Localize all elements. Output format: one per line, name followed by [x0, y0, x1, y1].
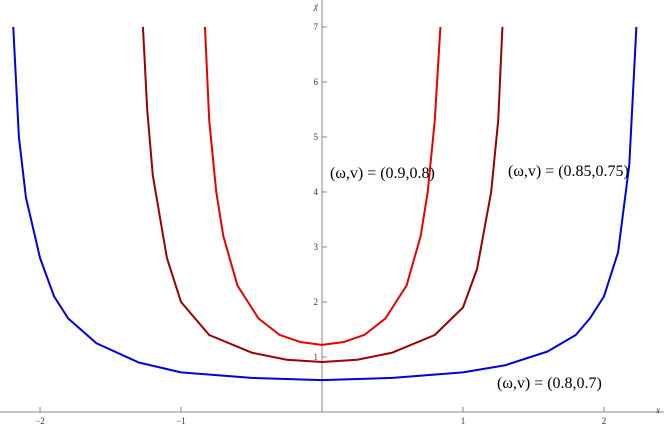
y-tick-label: 1 [313, 352, 318, 362]
annotation: (ω,v) = (0.9,0.8) [330, 165, 435, 182]
y-tick-label: 6 [313, 77, 318, 87]
x-tick-label: −2 [35, 416, 45, 426]
y-axis-label: χ [313, 1, 319, 11]
x-tick-label: 1 [461, 416, 466, 426]
x-axis-label: x [655, 405, 660, 415]
y-tick-label: 5 [313, 132, 318, 142]
annotation: (ω,v) = (0.8,0.7) [497, 375, 602, 392]
annotation: (ω,v) = (0.85,0.75) [508, 163, 629, 180]
curve [141, 26, 504, 363]
y-tick-label: 2 [313, 297, 318, 307]
x-tick-label: −1 [176, 416, 186, 426]
y-tick-label: 7 [313, 22, 318, 32]
x-tick-label: 2 [602, 416, 607, 426]
curve [12, 26, 638, 382]
y-tick-label: 3 [313, 242, 318, 252]
y-tick-label: 4 [313, 187, 318, 197]
curve [203, 26, 442, 346]
